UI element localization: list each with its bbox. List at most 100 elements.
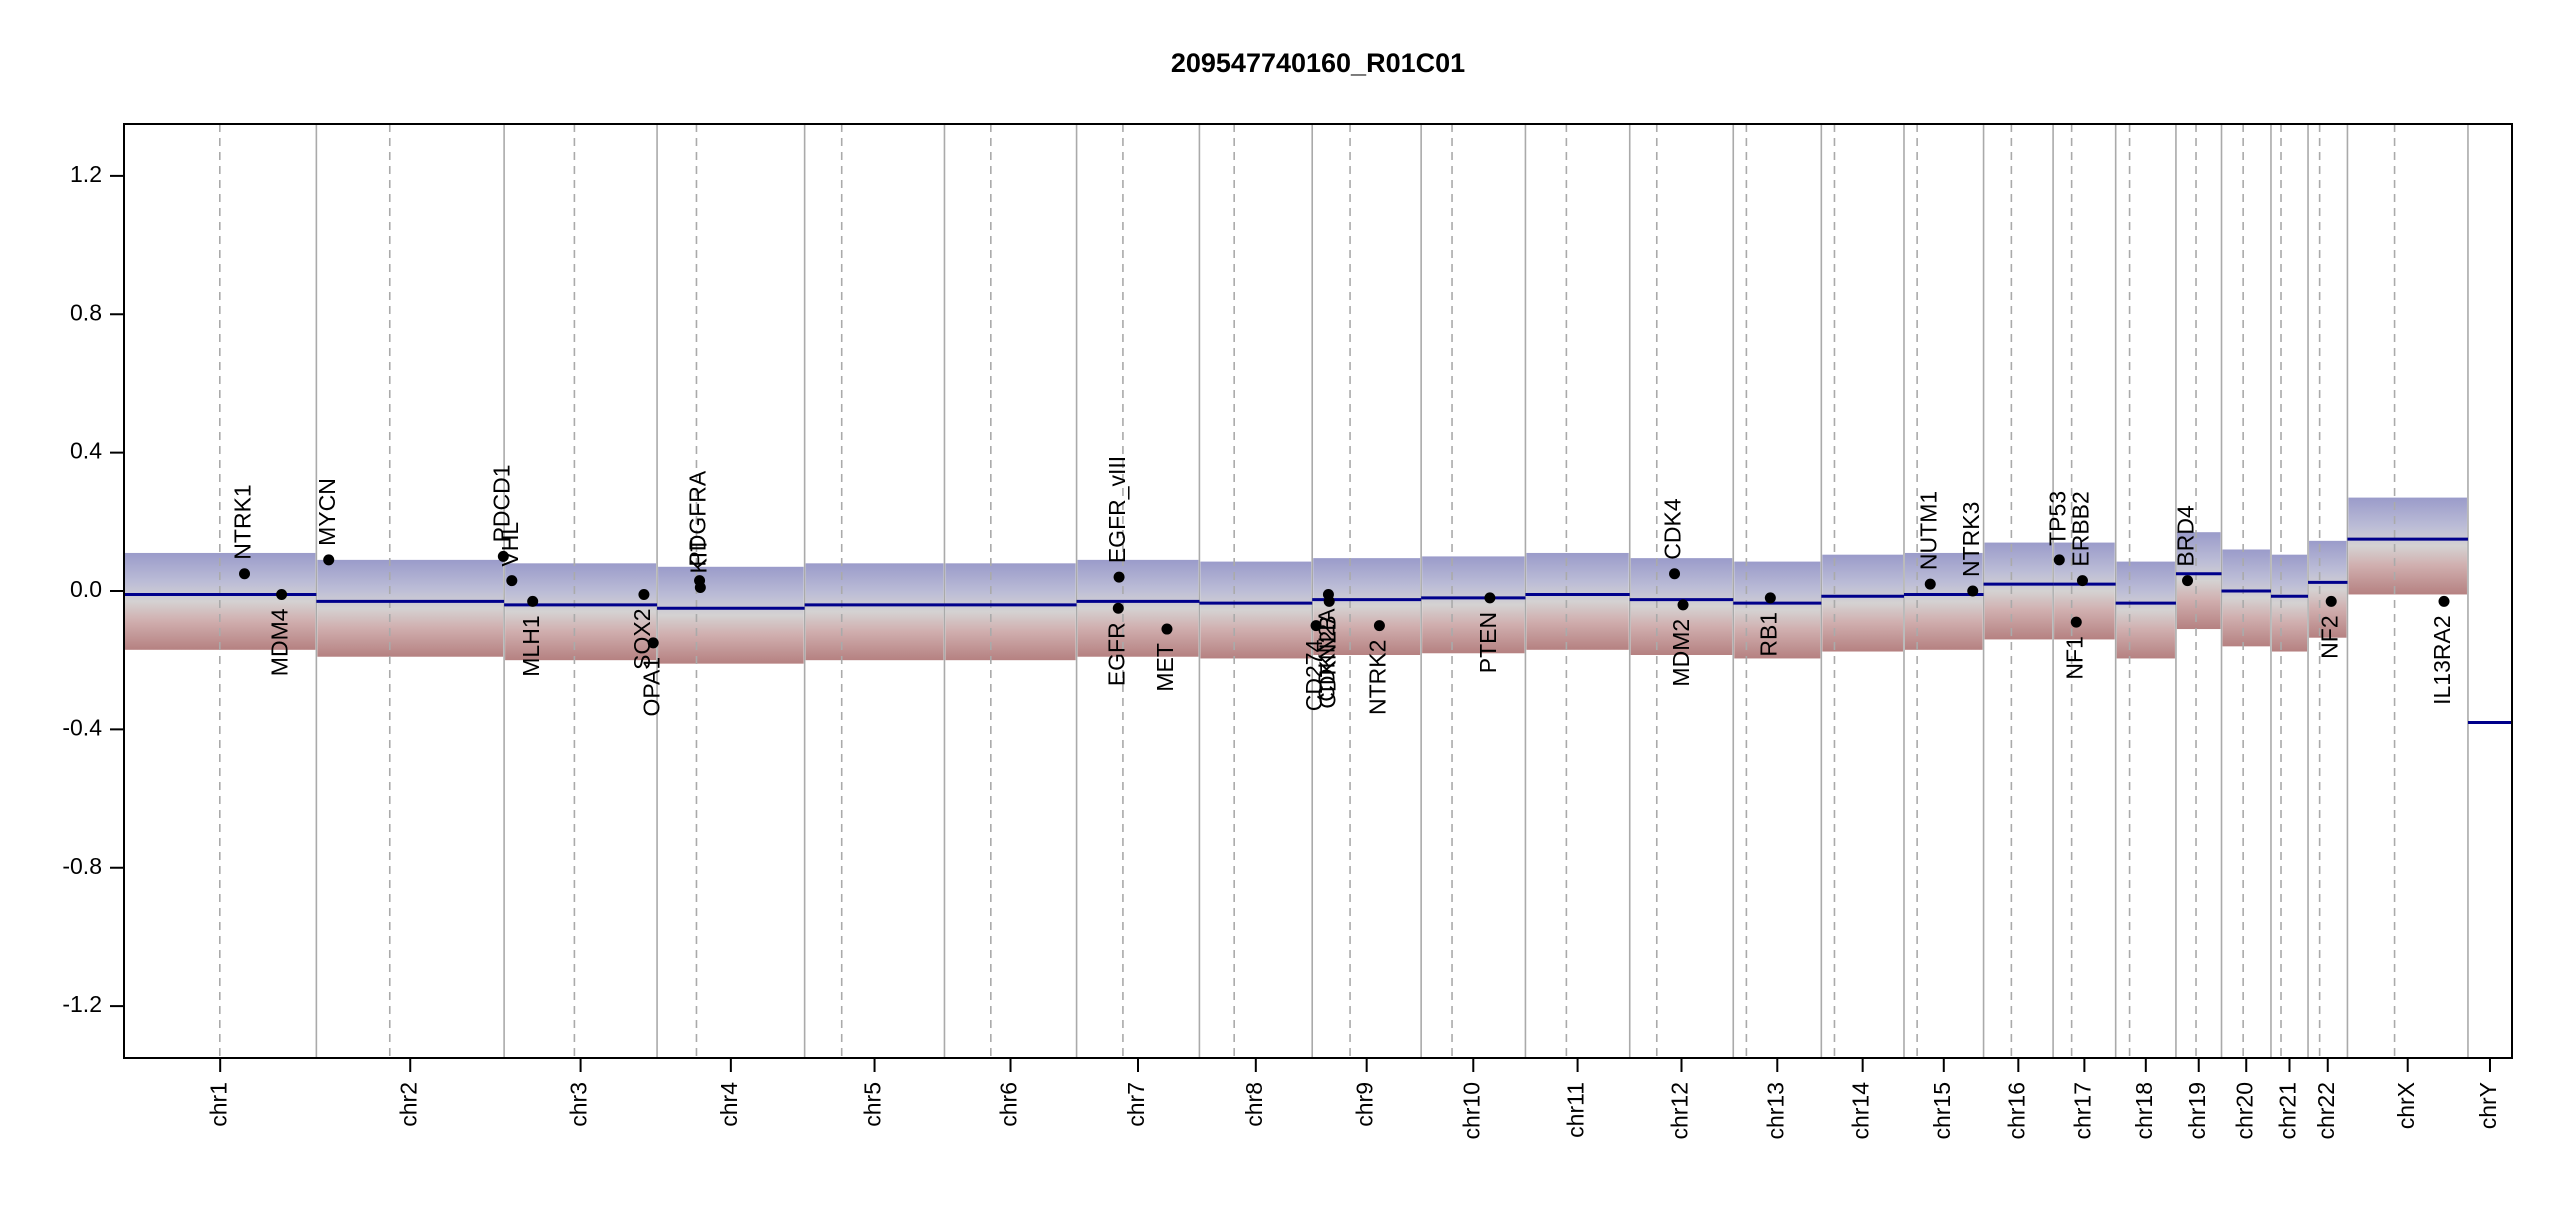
x-tick-label-chr9: chr9: [1352, 1082, 1378, 1127]
chromosome-point-band-chr5: [805, 563, 944, 661]
gene-point-sox2: [638, 588, 650, 600]
gene-point-ntrk1: [239, 568, 251, 580]
gene-point-nutm1: [1924, 578, 1936, 590]
x-tick-label-chrX: chrX: [2393, 1082, 2419, 1129]
x-tick-label-chr12: chr12: [1667, 1082, 1693, 1140]
x-tick-label-chr15: chr15: [1929, 1082, 1955, 1140]
chromosome-point-band-chr9: [1313, 558, 1421, 655]
gene-label-mlh1: MLH1: [518, 615, 544, 676]
chromosome-point-band-chr11: [1526, 552, 1629, 650]
gene-label-cdkn2a: CDKN2A: [1314, 608, 1340, 702]
gene-label-brd4: BRD4: [2173, 505, 2199, 567]
x-tick-label-chr13: chr13: [1762, 1082, 1788, 1140]
gene-point-mdm2: [1677, 599, 1689, 611]
gene-point-opa1: [647, 637, 659, 649]
chromosome-point-band-chr4: [658, 566, 804, 664]
gene-point-mycn: [323, 554, 335, 566]
gene-point-brd4: [2182, 575, 2194, 587]
gene-label-egfr: EGFR: [1103, 622, 1129, 686]
chromosome-point-band-chr22: [2309, 540, 2347, 638]
gene-point-nf2: [2325, 595, 2337, 607]
chromosome-point-band-chr18: [2116, 561, 2175, 659]
chromosome-point-band-chr21: [2271, 554, 2308, 652]
x-tick-label-chr8: chr8: [1241, 1082, 1267, 1127]
gene-point-ntrk3: [1967, 585, 1979, 597]
gene-label-mdm2: MDM2: [1668, 619, 1694, 687]
chromosome-point-band-chr20: [2222, 549, 2270, 647]
gene-label-cdkn2b: CDKN2B: [1314, 615, 1340, 708]
gene-label-cd274: CD274: [1301, 639, 1327, 711]
y-tick-label: 0.8: [70, 299, 102, 325]
x-tick-label-chr19: chr19: [2184, 1082, 2210, 1140]
gene-label-ntrk1: NTRK1: [230, 484, 256, 559]
gene-point-cdkn2b: [1323, 595, 1335, 607]
chromosome-point-band-chr16: [1984, 542, 2053, 640]
gene-label-pten: PTEN: [1475, 612, 1501, 673]
gene-label-nutm1: NUTM1: [1915, 491, 1941, 570]
chart-title: 209547740160_R01C01: [1171, 48, 1465, 78]
gene-label-ntrk2: NTRK2: [1364, 640, 1390, 715]
x-tick-label-chr6: chr6: [996, 1082, 1022, 1127]
gene-label-egfr_viii: EGFR_vIII: [1104, 456, 1130, 563]
gene-point-met: [1161, 623, 1173, 635]
gene-label-erbb2: ERBB2: [2068, 491, 2094, 566]
chromosome-point-band-chr6: [945, 563, 1076, 661]
x-tick-label-chr2: chr2: [395, 1082, 421, 1127]
x-tick-label-chr21: chr21: [2275, 1082, 2301, 1140]
x-tick-label-chr22: chr22: [2313, 1082, 2339, 1140]
x-tick-label-chr10: chr10: [1458, 1082, 1484, 1140]
gene-point-il13ra2: [2438, 595, 2450, 607]
x-tick-label-chrY: chrY: [2475, 1082, 2501, 1129]
x-tick-label-chr3: chr3: [566, 1082, 592, 1127]
chromosome-point-band-chr13: [1734, 561, 1821, 659]
gene-label-kit: KIT: [685, 538, 711, 574]
gene-label-nf1: NF1: [2061, 636, 2087, 679]
gene-point-mlh1: [527, 595, 539, 607]
x-tick-label-chr4: chr4: [716, 1082, 742, 1127]
x-tick-label-chr16: chr16: [2003, 1082, 2029, 1140]
x-tick-label-chr5: chr5: [860, 1082, 886, 1127]
x-tick-label-chr7: chr7: [1123, 1082, 1149, 1127]
gene-point-cd274: [1310, 620, 1322, 632]
gene-label-mycn: MYCN: [314, 478, 340, 546]
copy-number-points: [125, 497, 2467, 664]
gene-label-cdk4: CDK4: [1660, 498, 1686, 560]
chromosome-point-band-chr7: [1077, 559, 1199, 657]
x-axis: chr1 chr2 chr3 chr4 chr5 chr6 chr7 chr8 chr9 chr1…: [205, 1058, 2501, 1140]
chromosome-point-band-chr10: [1422, 556, 1525, 654]
chromosome-point-band-chr14: [1822, 554, 1903, 652]
y-tick-label: -0.4: [62, 714, 102, 740]
x-tick-label-chr18: chr18: [2131, 1082, 2157, 1140]
gene-point-egfr: [1112, 602, 1124, 614]
chromosome-point-band-chr3: [505, 563, 657, 661]
gene-point-nf1: [2070, 616, 2082, 628]
y-tick-label: 0.0: [70, 576, 102, 602]
y-tick-label: -0.8: [62, 853, 102, 879]
gene-point-rb1: [1764, 592, 1776, 604]
x-tick-label-chr14: chr14: [1848, 1082, 1874, 1140]
gene-point-mdm4: [276, 588, 288, 600]
x-tick-label-chr1: chr1: [205, 1082, 231, 1127]
chromosome-point-band-chr8: [1200, 561, 1312, 659]
gene-point-cdk4: [1669, 568, 1681, 580]
gene-label-vhl: VHL: [497, 522, 523, 567]
gene-label-mdm4: MDM4: [267, 608, 293, 676]
y-tick-label: -1.2: [62, 991, 102, 1017]
gene-point-egfr_viii: [1113, 571, 1125, 583]
gene-point-vhl: [506, 575, 518, 587]
gene-label-rb1: RB1: [1755, 612, 1781, 657]
gene-point-erbb2: [2076, 575, 2088, 587]
gene-label-il13ra2: IL13RA2: [2429, 615, 2455, 705]
gene-label-pdgfra: PDGFRA: [685, 470, 711, 567]
gene-point-tp53: [2053, 554, 2065, 566]
chromosome-point-band-chrX: [2348, 497, 2467, 595]
x-tick-label-chr17: chr17: [2069, 1082, 2095, 1140]
gene-label-opa1: OPA1: [638, 657, 664, 717]
gene-point-ntrk2: [1373, 620, 1385, 632]
gene-label-pdcd1: PDCD1: [488, 464, 514, 542]
chromosome-point-band-chr2: [317, 559, 504, 657]
gene-point-pdcd1: [497, 550, 509, 562]
